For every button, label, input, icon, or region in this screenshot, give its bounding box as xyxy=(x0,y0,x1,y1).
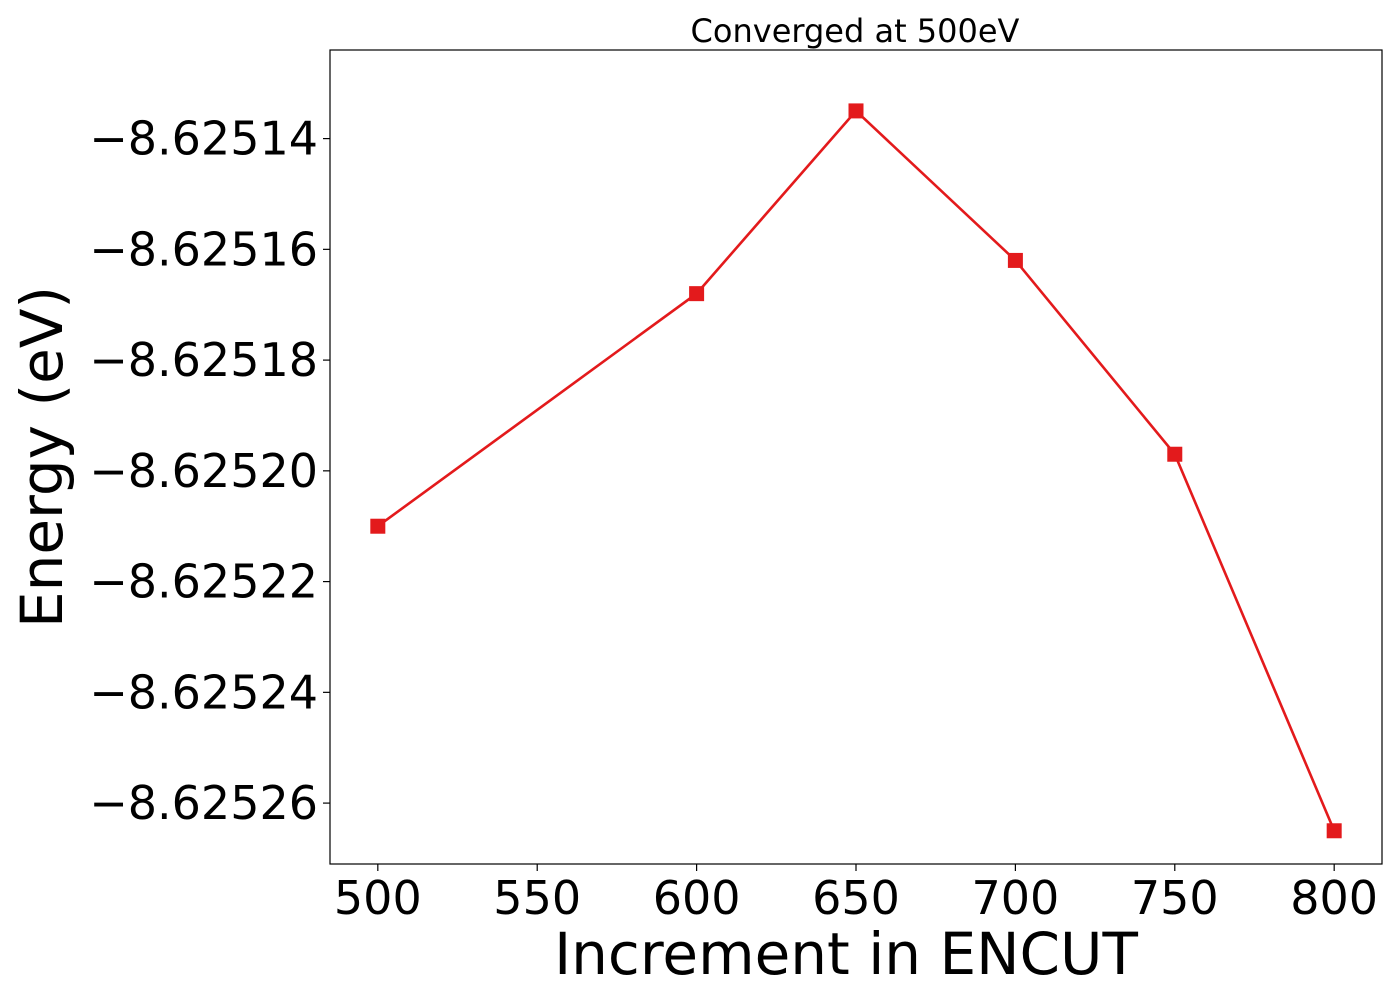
x-tick-label: 800 xyxy=(1290,871,1378,925)
data-point-marker xyxy=(1167,446,1183,462)
x-tick-label: 550 xyxy=(493,871,581,925)
y-tick-label: −8.62524 xyxy=(89,665,318,719)
data-point-marker xyxy=(689,286,705,302)
x-axis-label: Increment in ENCUT xyxy=(554,920,1138,988)
x-tick-label: 700 xyxy=(971,871,1059,925)
data-point-marker xyxy=(370,518,386,534)
y-tick-label: −8.62518 xyxy=(89,333,318,387)
x-tick-label: 750 xyxy=(1131,871,1219,925)
y-tick-label: −8.62520 xyxy=(89,444,318,498)
x-tick-label: 650 xyxy=(812,871,900,925)
x-tick-label: 600 xyxy=(653,871,741,925)
y-tick-label: −8.62526 xyxy=(89,776,318,830)
plot-area-frame xyxy=(329,49,1383,865)
series-line xyxy=(377,109,1336,832)
chart-title: Converged at 500eV xyxy=(691,12,1020,50)
x-axis: 500 550 600 650 700 750 800 xyxy=(334,864,1378,925)
data-point-marker xyxy=(1007,252,1023,268)
y-tick-label: −8.62522 xyxy=(89,555,318,609)
y-tick-label: −8.62516 xyxy=(89,222,318,276)
y-axis-label: Energy (eV) xyxy=(8,286,76,628)
y-axis: −8.62514 −8.62516 −8.62518 −8.62520 −8.62522… xyxy=(89,112,330,830)
data-point-marker xyxy=(1326,823,1342,839)
data-point-marker xyxy=(848,103,864,119)
y-tick-label: −8.62514 xyxy=(89,112,318,166)
x-tick-label: 500 xyxy=(334,871,422,925)
series-layer xyxy=(370,103,1342,839)
